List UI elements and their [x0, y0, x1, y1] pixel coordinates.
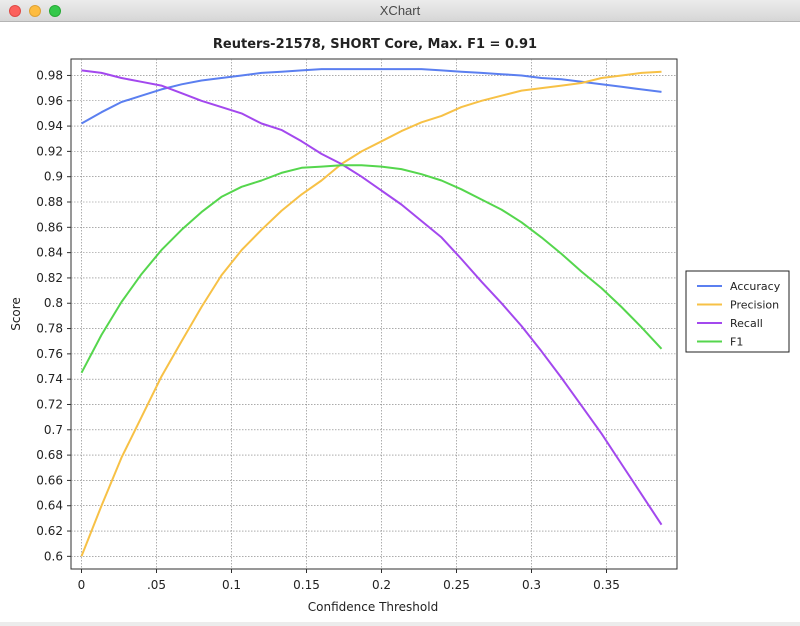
y-tick-label: 0.64 — [36, 499, 63, 513]
y-tick-label: 0.94 — [36, 119, 63, 133]
x-tick-label: 0.3 — [522, 578, 541, 592]
legend-label-recall: Recall — [730, 317, 763, 330]
legend-box — [685, 270, 790, 353]
y-tick-label: 0.78 — [36, 322, 63, 336]
y-axis: 0.6 0.62 0.64 0.66 0.68 0.7 0.72 0.74 0.76 0.78 0.… — [36, 68, 71, 563]
x-tick-label: 0.15 — [293, 578, 320, 592]
x-tick-label: 0.35 — [593, 578, 620, 592]
y-tick-label: 0.84 — [36, 246, 63, 260]
legend-label-accuracy: Accuracy — [730, 280, 781, 293]
window-title: XChart — [379, 3, 421, 18]
series-line-accuracy — [81, 68, 662, 125]
y-tick-label: 0.76 — [36, 347, 63, 361]
y-tick-label: 0.68 — [36, 448, 63, 462]
close-window-button[interactable] — [9, 5, 21, 17]
line-chart: Reuters-21578, SHORT Core, Max. F1 = 0.9… — [9, 37, 790, 614]
x-tick-label: 0.1 — [222, 578, 241, 592]
chart-title: Reuters-21578, SHORT Core, Max. F1 = 0.9… — [213, 37, 537, 52]
series-line-f1 — [80, 164, 663, 374]
x-tick-label: 0 — [78, 578, 86, 592]
y-tick-label: 0.8 — [44, 296, 63, 310]
y-tick-label: 0.7 — [44, 423, 63, 437]
legend-label-f1: F1 — [730, 336, 743, 349]
y-tick-label: 0.98 — [36, 68, 63, 82]
y-tick-label: 0.62 — [36, 524, 63, 538]
plot-area — [70, 58, 678, 570]
chart-panel: Reuters-21578, SHORT Core, Max. F1 = 0.9… — [0, 22, 800, 622]
legend: Accuracy Precision Recall F1 — [685, 270, 790, 353]
title-bar: XChart — [0, 0, 800, 22]
y-tick-label: 0.92 — [36, 144, 63, 158]
x-tick-label: 0.25 — [443, 578, 470, 592]
series-line-precision — [80, 70, 662, 557]
y-axis-label: Score — [9, 297, 23, 331]
x-axis: 0 .05 0.1 0.15 0.2 0.25 0.3 0.35 — [78, 569, 620, 592]
y-tick-label: 0.9 — [44, 170, 63, 184]
series-line-recall — [81, 69, 663, 526]
y-tick-label: 0.96 — [36, 94, 63, 108]
x-axis-label: Confidence Threshold — [308, 600, 438, 614]
y-tick-label: 0.6 — [44, 549, 63, 563]
minimize-window-button[interactable] — [29, 5, 41, 17]
series-lines — [80, 68, 663, 557]
y-tick-label: 0.88 — [36, 195, 63, 209]
maximize-window-button[interactable] — [49, 5, 61, 17]
y-tick-label: 0.86 — [36, 220, 63, 234]
y-tick-label: 0.72 — [36, 397, 63, 411]
y-tick-label: 0.66 — [36, 473, 63, 487]
x-tick-label: 0.2 — [372, 578, 391, 592]
x-tick-label: .05 — [147, 578, 166, 592]
legend-label-precision: Precision — [730, 299, 779, 312]
y-tick-label: 0.74 — [36, 372, 63, 386]
y-tick-label: 0.82 — [36, 271, 63, 285]
